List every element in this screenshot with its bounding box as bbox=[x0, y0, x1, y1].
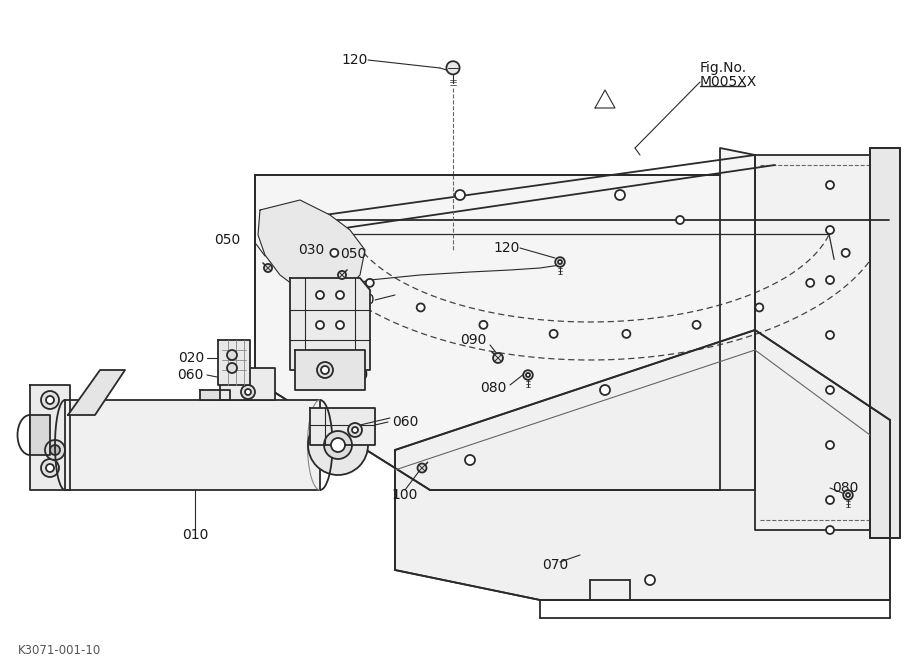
Polygon shape bbox=[220, 368, 275, 400]
Polygon shape bbox=[289, 278, 369, 370]
Circle shape bbox=[264, 264, 272, 272]
Text: 120: 120 bbox=[494, 241, 519, 255]
Circle shape bbox=[330, 249, 338, 257]
Circle shape bbox=[825, 331, 834, 339]
Circle shape bbox=[825, 276, 834, 284]
Polygon shape bbox=[65, 400, 320, 490]
Circle shape bbox=[337, 271, 346, 279]
Circle shape bbox=[315, 321, 323, 329]
Circle shape bbox=[321, 366, 329, 374]
Circle shape bbox=[331, 438, 345, 452]
Text: 060: 060 bbox=[391, 415, 418, 429]
Polygon shape bbox=[394, 330, 889, 600]
Polygon shape bbox=[30, 385, 70, 490]
Circle shape bbox=[754, 303, 763, 311]
Circle shape bbox=[841, 249, 849, 257]
Text: 070: 070 bbox=[541, 558, 568, 572]
Circle shape bbox=[845, 493, 849, 497]
Circle shape bbox=[523, 370, 532, 380]
Circle shape bbox=[805, 279, 813, 287]
Circle shape bbox=[41, 391, 59, 409]
Circle shape bbox=[455, 190, 464, 200]
Circle shape bbox=[599, 385, 609, 395]
Circle shape bbox=[335, 291, 344, 299]
Text: 090: 090 bbox=[460, 333, 486, 347]
Circle shape bbox=[241, 385, 255, 399]
Text: 080: 080 bbox=[831, 481, 857, 495]
Circle shape bbox=[675, 216, 683, 224]
Text: 010: 010 bbox=[182, 528, 208, 542]
Text: 110: 110 bbox=[348, 293, 375, 307]
Circle shape bbox=[446, 61, 460, 74]
Text: 100: 100 bbox=[391, 488, 418, 502]
Text: 030: 030 bbox=[298, 243, 323, 257]
Circle shape bbox=[614, 190, 624, 200]
Polygon shape bbox=[257, 200, 365, 295]
Circle shape bbox=[621, 330, 630, 338]
Circle shape bbox=[549, 330, 557, 338]
Circle shape bbox=[644, 575, 654, 585]
Polygon shape bbox=[754, 155, 894, 530]
Circle shape bbox=[825, 441, 834, 449]
Polygon shape bbox=[218, 340, 250, 385]
Text: 040: 040 bbox=[342, 368, 368, 382]
Text: 120: 120 bbox=[341, 53, 368, 67]
Polygon shape bbox=[295, 350, 365, 390]
Polygon shape bbox=[30, 415, 50, 455]
Polygon shape bbox=[199, 390, 230, 400]
Circle shape bbox=[50, 445, 60, 455]
Circle shape bbox=[825, 386, 834, 394]
Circle shape bbox=[335, 351, 344, 359]
Circle shape bbox=[554, 257, 564, 267]
Circle shape bbox=[825, 496, 834, 504]
Circle shape bbox=[335, 321, 344, 329]
Circle shape bbox=[417, 464, 426, 472]
Circle shape bbox=[464, 455, 474, 465]
Circle shape bbox=[317, 362, 333, 378]
Circle shape bbox=[825, 226, 834, 234]
Circle shape bbox=[41, 459, 59, 477]
Polygon shape bbox=[310, 408, 375, 445]
Circle shape bbox=[493, 353, 503, 363]
Text: 050: 050 bbox=[340, 247, 366, 261]
Text: K3071-001-10: K3071-001-10 bbox=[18, 643, 101, 657]
Circle shape bbox=[315, 351, 323, 359]
Circle shape bbox=[825, 181, 834, 189]
Circle shape bbox=[692, 321, 699, 329]
Circle shape bbox=[244, 389, 251, 395]
Circle shape bbox=[352, 427, 357, 433]
Circle shape bbox=[323, 431, 352, 459]
Circle shape bbox=[45, 440, 65, 460]
Circle shape bbox=[227, 363, 237, 373]
Polygon shape bbox=[255, 148, 754, 490]
Text: Fig.No.: Fig.No. bbox=[699, 61, 746, 75]
Text: 080: 080 bbox=[480, 381, 506, 395]
Circle shape bbox=[46, 396, 54, 404]
Text: 050: 050 bbox=[213, 233, 240, 247]
Text: 020: 020 bbox=[177, 351, 204, 365]
Circle shape bbox=[416, 303, 425, 311]
Circle shape bbox=[526, 373, 529, 377]
Polygon shape bbox=[595, 90, 614, 108]
Text: 060: 060 bbox=[177, 368, 204, 382]
Circle shape bbox=[366, 279, 373, 287]
Circle shape bbox=[479, 321, 487, 329]
Circle shape bbox=[227, 350, 237, 360]
Circle shape bbox=[315, 291, 323, 299]
Polygon shape bbox=[68, 370, 125, 415]
Circle shape bbox=[843, 490, 852, 500]
Text: M005XX: M005XX bbox=[699, 75, 756, 89]
Circle shape bbox=[308, 415, 368, 475]
Polygon shape bbox=[869, 148, 899, 538]
Circle shape bbox=[825, 526, 834, 534]
Circle shape bbox=[558, 260, 562, 264]
Circle shape bbox=[46, 464, 54, 472]
Circle shape bbox=[347, 423, 361, 437]
